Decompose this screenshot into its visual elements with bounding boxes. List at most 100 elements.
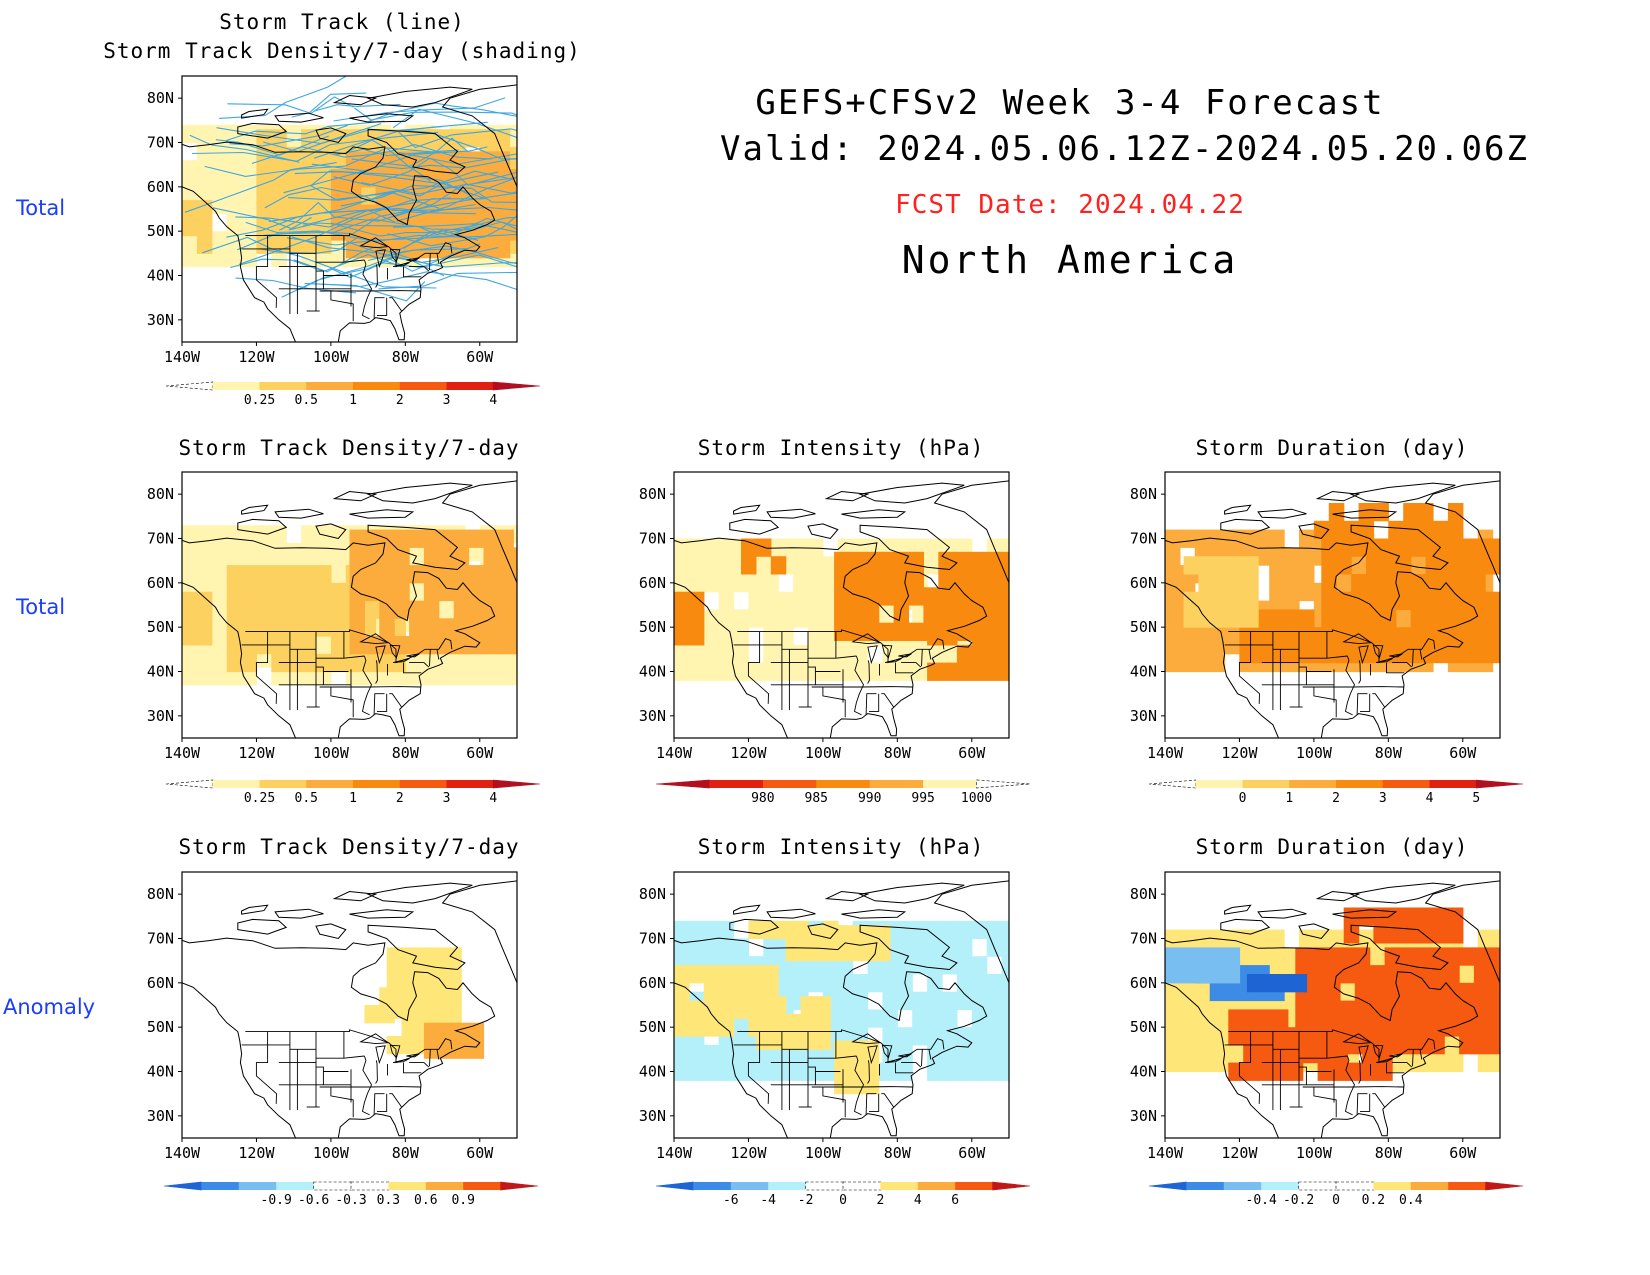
storm-track-line — [387, 214, 517, 247]
storm-track-line — [286, 221, 517, 246]
shading-cell — [755, 1013, 772, 1033]
island-outline — [807, 923, 839, 940]
colorbar-segment — [768, 1182, 807, 1190]
shading-cell — [834, 587, 850, 606]
shading-cell — [755, 1031, 772, 1050]
great-lake — [881, 1044, 893, 1059]
shading-cell — [301, 582, 317, 602]
shading-cell — [1455, 538, 1471, 557]
lat-label: 60N — [639, 574, 666, 592]
shading-cell — [912, 662, 928, 681]
state-border — [375, 660, 378, 684]
shading-cell — [763, 1062, 779, 1081]
shading-cell — [1351, 644, 1367, 664]
storm-track-line — [262, 123, 382, 153]
shading-cell — [1295, 947, 1311, 966]
storm-track-line — [219, 76, 348, 119]
storm-track-line — [330, 216, 517, 237]
shading-cell — [1276, 974, 1293, 993]
shading-cell — [301, 636, 317, 655]
shading-cell — [927, 627, 943, 646]
shading-cell — [1001, 1062, 1009, 1081]
shading-cell — [226, 178, 243, 197]
shading-cell — [301, 164, 317, 183]
state-border — [1299, 666, 1307, 685]
shading-cell — [1336, 609, 1352, 628]
shading-cell — [1414, 1000, 1430, 1019]
colorbar-end-left — [1148, 779, 1197, 789]
storm-track-line — [398, 152, 517, 165]
shading-cell — [808, 574, 824, 593]
shading-cell — [942, 991, 958, 1010]
storm-track-line — [236, 218, 477, 251]
shading-cell — [741, 556, 757, 575]
storm-track-line — [334, 148, 459, 157]
shading-cell — [379, 1005, 395, 1024]
shading-cell — [1198, 591, 1214, 610]
shading-cell — [674, 920, 690, 940]
lat-label: 30N — [147, 311, 174, 329]
colorbar-segment — [259, 780, 307, 788]
storm-track-line — [354, 107, 517, 121]
state-border — [1238, 1031, 1260, 1104]
island-outline — [237, 918, 288, 935]
state-border — [853, 1055, 865, 1116]
state-border — [895, 662, 914, 674]
shading-cell — [1366, 627, 1382, 646]
shading-cell — [211, 195, 228, 214]
colorbar-label: 4 — [1426, 791, 1434, 806]
shading-cell — [893, 605, 910, 624]
colorbar-label: -4 — [760, 1193, 776, 1208]
colorbar-label: 0.4 — [1399, 1193, 1423, 1208]
shading-cell — [1473, 1036, 1490, 1055]
lon-label: 120W — [238, 744, 275, 762]
shading-cell — [912, 1009, 928, 1028]
shading-cell — [1224, 929, 1241, 948]
density-anom-title: Storm Track Density/7-day — [178, 835, 520, 859]
shading-cell — [182, 627, 198, 646]
shading-cell — [953, 569, 969, 588]
shading-cell — [703, 627, 720, 646]
shading-cell — [509, 124, 517, 144]
map-background — [182, 872, 517, 1138]
shading-cell — [852, 644, 869, 664]
shading-cell — [211, 560, 228, 579]
shading-cell — [1366, 609, 1382, 628]
storm-track-line — [264, 186, 517, 212]
island-outline — [332, 890, 378, 902]
shading-cell — [718, 556, 735, 575]
greenland-coast — [441, 84, 517, 187]
shading-cell — [423, 529, 440, 548]
shading-cell — [1179, 1000, 1196, 1019]
shading-cell — [316, 146, 332, 166]
shading-cell — [494, 186, 511, 206]
island-outline — [366, 882, 473, 904]
shading-cell — [182, 560, 198, 579]
colorbar-label: -0.6 — [298, 1193, 329, 1208]
colorbar-label: -2 — [798, 1193, 814, 1208]
state-border — [429, 649, 431, 667]
island-outline — [367, 128, 466, 175]
shading-cell — [211, 160, 228, 179]
great-lake — [898, 653, 912, 658]
state-border — [389, 1093, 402, 1108]
state-border — [1356, 693, 1368, 715]
shading-cell — [1165, 929, 1181, 948]
shading-cell — [1388, 520, 1404, 540]
state-border — [330, 291, 354, 322]
shading-cell — [793, 609, 809, 628]
shading-cell — [997, 551, 1009, 571]
lat-label: 40N — [147, 663, 174, 681]
shading-cell — [364, 582, 380, 602]
shading-cell — [1328, 929, 1345, 948]
shading-cell — [1459, 1036, 1475, 1055]
shading-cell — [971, 609, 988, 628]
shading-cell — [897, 991, 913, 1010]
shading-cell — [409, 600, 425, 619]
shading-cell — [770, 1013, 787, 1033]
shading-cell — [196, 142, 213, 161]
state-border — [808, 655, 857, 659]
shading-cell — [971, 627, 988, 646]
shading-cell — [1351, 574, 1367, 593]
great-lake — [359, 237, 390, 249]
